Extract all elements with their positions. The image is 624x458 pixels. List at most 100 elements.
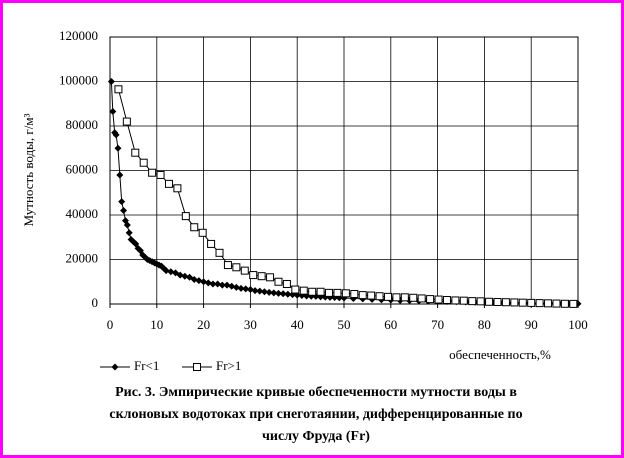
- point: [316, 287, 325, 296]
- point: [265, 288, 273, 296]
- point: [120, 207, 128, 215]
- x-tick-label: 40: [291, 317, 304, 332]
- point: [409, 293, 418, 302]
- point: [308, 287, 317, 296]
- point: [274, 289, 282, 297]
- point: [123, 221, 131, 229]
- point: [260, 288, 268, 296]
- point: [122, 117, 131, 126]
- point: [139, 158, 148, 167]
- x-tick-label: 0: [107, 317, 114, 332]
- point: [501, 298, 510, 307]
- legend-marker: [111, 363, 119, 371]
- point: [181, 212, 190, 221]
- point: [299, 286, 308, 295]
- point: [459, 296, 468, 305]
- point: [131, 148, 140, 157]
- point: [442, 295, 451, 304]
- y-axis-label: Мутность воды, г/м³: [21, 113, 36, 226]
- point: [156, 170, 165, 179]
- x-axis-label: обеспеченность,%: [449, 347, 551, 362]
- point: [291, 285, 300, 294]
- point: [190, 223, 199, 232]
- point: [195, 277, 203, 285]
- legend-marker: [193, 363, 201, 371]
- point: [451, 296, 460, 305]
- point: [341, 289, 350, 298]
- point: [232, 283, 240, 291]
- caption: Рис. 3. Эмпирические кривые обеспеченнос…: [115, 385, 517, 400]
- point: [251, 287, 259, 295]
- point: [240, 266, 249, 275]
- x-tick-label: 100: [568, 317, 588, 332]
- x-tick-label: 50: [338, 317, 351, 332]
- point: [468, 297, 477, 306]
- point: [114, 85, 123, 94]
- point: [214, 280, 222, 288]
- point: [204, 279, 212, 287]
- y-tick-label: 60000: [66, 161, 99, 176]
- point: [434, 295, 443, 304]
- point: [162, 267, 170, 275]
- point: [527, 298, 536, 307]
- caption: числу Фруда (Fr): [262, 429, 370, 444]
- y-tick-label: 100000: [59, 72, 98, 87]
- point: [223, 281, 231, 289]
- x-tick-label: 80: [478, 317, 491, 332]
- point: [164, 179, 173, 188]
- point: [274, 277, 283, 286]
- x-tick-label: 10: [150, 317, 163, 332]
- point: [116, 171, 124, 179]
- point: [148, 168, 157, 177]
- point: [125, 229, 133, 237]
- point: [223, 261, 232, 270]
- point: [552, 299, 561, 308]
- x-tick-label: 30: [244, 317, 257, 332]
- point: [560, 299, 569, 308]
- point: [426, 295, 435, 304]
- point: [367, 291, 376, 300]
- legend-label: Fr>1: [216, 358, 241, 373]
- point: [282, 279, 291, 288]
- point: [476, 297, 485, 306]
- point: [200, 278, 208, 286]
- point: [544, 299, 553, 308]
- point: [535, 299, 544, 308]
- point: [510, 298, 519, 307]
- point: [325, 288, 334, 297]
- point: [485, 297, 494, 306]
- point: [350, 289, 359, 298]
- point: [181, 272, 189, 280]
- point: [207, 239, 216, 248]
- point: [190, 276, 198, 284]
- point: [333, 288, 342, 297]
- point: [112, 131, 120, 139]
- x-tick-label: 60: [384, 317, 397, 332]
- point: [493, 297, 502, 306]
- point: [270, 289, 278, 297]
- point: [209, 280, 217, 288]
- x-tick-label: 20: [197, 317, 210, 332]
- x-tick-label: 90: [525, 317, 538, 332]
- point: [400, 293, 409, 302]
- point: [167, 268, 175, 276]
- y-tick-label: 0: [92, 295, 99, 310]
- y-tick-label: 80000: [66, 117, 99, 132]
- point: [417, 294, 426, 303]
- point: [249, 271, 258, 280]
- point: [257, 272, 266, 281]
- point: [107, 78, 115, 85]
- point: [109, 108, 117, 116]
- point: [358, 291, 367, 300]
- point: [569, 299, 578, 308]
- point: [242, 285, 250, 293]
- point: [266, 273, 275, 282]
- point: [284, 290, 292, 298]
- point: [383, 292, 392, 301]
- point: [256, 287, 264, 295]
- point: [198, 228, 207, 237]
- point: [279, 290, 287, 298]
- point: [176, 271, 184, 279]
